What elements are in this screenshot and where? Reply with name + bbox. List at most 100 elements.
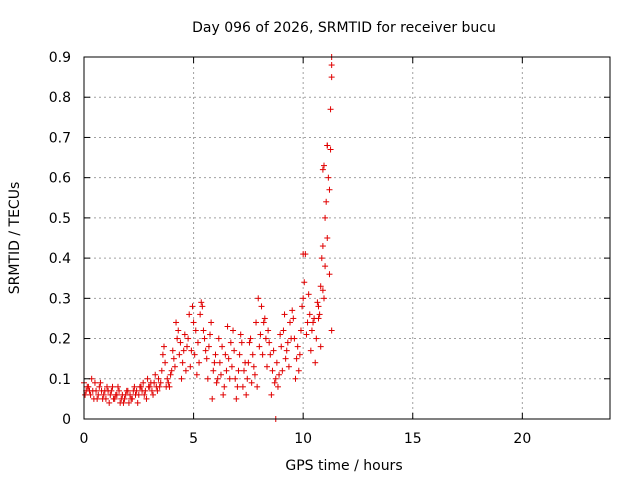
data-point	[318, 255, 325, 262]
data-point	[215, 335, 222, 342]
y-tick-labels: 0 0.1 0.2 0.3 0.4 0.5 0.6 0.7 0.8 0.9	[49, 50, 71, 428]
data-point	[267, 351, 274, 358]
data-point	[276, 371, 283, 378]
data-point	[277, 331, 284, 338]
data-point	[310, 319, 317, 326]
data-point	[217, 371, 224, 378]
data-point	[319, 166, 326, 173]
data-point	[136, 383, 143, 390]
data-point	[155, 375, 162, 382]
data-point	[101, 387, 108, 394]
data-point	[169, 347, 176, 354]
data-point	[119, 391, 126, 398]
data-point	[224, 323, 231, 330]
data-point	[316, 311, 323, 318]
data-point	[186, 311, 193, 318]
data-point	[255, 295, 262, 302]
data-point	[289, 307, 296, 314]
ticks	[83, 56, 610, 420]
data-point	[282, 355, 289, 362]
y-tick-label: 0.6	[49, 171, 71, 187]
data-point	[198, 299, 205, 306]
data-point	[90, 395, 97, 402]
data-point	[327, 146, 334, 153]
data-point	[231, 347, 238, 354]
data-point	[253, 319, 260, 326]
y-tick-label: 0.4	[49, 251, 71, 267]
y-axis-label: SRMTID / TECUs	[7, 182, 23, 295]
data-point	[130, 387, 137, 394]
data-point	[257, 331, 264, 338]
data-point	[212, 351, 219, 358]
data-point	[270, 347, 277, 354]
data-point	[273, 359, 280, 366]
data-point	[141, 391, 148, 398]
data-point	[320, 162, 327, 169]
data-point	[287, 319, 294, 326]
data-point	[154, 387, 161, 394]
data-point	[108, 387, 115, 394]
data-point	[152, 371, 159, 378]
data-point	[219, 343, 226, 350]
x-tick-label: 15	[404, 431, 422, 447]
data-point	[240, 367, 247, 374]
data-point	[326, 186, 333, 193]
data-point	[209, 395, 216, 402]
data-point	[82, 391, 89, 398]
data-point	[226, 375, 233, 382]
data-point	[116, 387, 123, 394]
y-tick-label: 0.3	[49, 291, 71, 307]
data-point	[93, 387, 100, 394]
data-point	[180, 347, 187, 354]
data-point	[179, 359, 186, 366]
data-point	[189, 303, 196, 310]
data-point	[301, 279, 308, 286]
data-point	[174, 335, 181, 342]
data-point	[168, 367, 175, 374]
data-point	[314, 299, 321, 306]
data-point	[322, 214, 329, 221]
data-point	[327, 106, 334, 113]
data-point	[304, 319, 311, 326]
y-tick-label: 0.8	[49, 90, 71, 106]
data-point	[285, 363, 292, 370]
data-point	[199, 303, 206, 310]
data-point	[265, 327, 272, 334]
data-point	[324, 235, 331, 241]
data-point	[278, 343, 285, 350]
data-point	[170, 355, 177, 362]
data-point	[131, 383, 138, 390]
data-point	[264, 363, 271, 370]
data-point	[233, 395, 240, 402]
data-point	[300, 295, 307, 302]
data-point	[205, 343, 212, 350]
y-tick-label: 0.7	[49, 130, 71, 146]
data-point	[238, 339, 245, 346]
data-point	[99, 395, 106, 402]
data-point	[177, 339, 184, 346]
data-point	[184, 343, 191, 350]
data-point	[268, 391, 275, 398]
y-tick-label: 0.1	[49, 372, 71, 388]
data-point	[123, 387, 130, 394]
data-point	[159, 351, 166, 358]
data-point	[139, 387, 146, 394]
x-tick-label: 5	[189, 431, 198, 447]
data-point	[97, 379, 104, 386]
data-point	[112, 391, 119, 398]
data-point	[117, 399, 124, 406]
data-point	[290, 315, 297, 322]
data-points	[81, 54, 335, 422]
y-tick-label: 0.2	[49, 332, 71, 348]
data-point	[266, 339, 273, 346]
data-point	[315, 303, 322, 310]
data-point	[145, 383, 152, 390]
data-point	[173, 319, 180, 326]
data-point	[303, 331, 310, 338]
data-point	[167, 371, 174, 378]
data-point	[125, 399, 132, 406]
data-point	[110, 395, 117, 402]
y-tick-label: 0	[62, 412, 71, 428]
y-tick-label: 0.9	[49, 50, 71, 66]
